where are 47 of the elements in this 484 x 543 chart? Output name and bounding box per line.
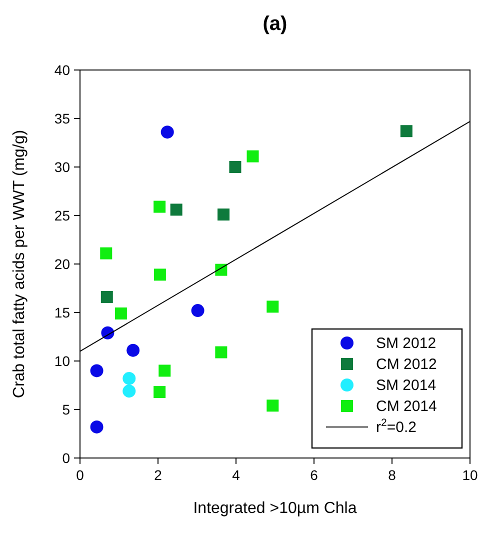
legend-label: r$^{2}$=0.2 [376, 417, 416, 436]
y-tick-label: 5 [62, 402, 70, 418]
legend-label: CM 2014 [376, 398, 437, 415]
point [266, 300, 279, 313]
point [191, 304, 204, 318]
x-tick-label: 4 [232, 467, 240, 483]
point [400, 125, 412, 138]
y-tick-label: 20 [54, 256, 70, 272]
y-tick-label: 25 [54, 208, 70, 224]
x-tick-label: 6 [310, 467, 318, 483]
point [100, 290, 113, 303]
x-tick-label: 0 [76, 467, 84, 483]
point [154, 268, 166, 281]
point [215, 346, 228, 358]
legend-label: CM 2012 [376, 356, 437, 373]
x-tick-label: 8 [388, 467, 396, 483]
point [154, 386, 166, 398]
y-tick-label: 0 [62, 450, 70, 466]
point [122, 384, 136, 398]
y-axis-title: Crab total fatty acids per WWT (mg/g) [11, 130, 28, 398]
point [229, 161, 242, 173]
y-tick-label: 10 [54, 353, 70, 369]
point [100, 247, 112, 260]
chart-title: (a) [262, 13, 288, 35]
point [122, 372, 136, 385]
point [215, 264, 228, 276]
legend-label: SM 2012 [376, 335, 436, 352]
point [90, 364, 104, 378]
legend-label: SM 2014 [376, 377, 436, 394]
point [218, 208, 230, 221]
point [266, 400, 279, 412]
y-tick-label: 30 [54, 159, 70, 175]
point [101, 326, 114, 340]
point [126, 344, 140, 357]
x-tick-label: 2 [154, 467, 162, 483]
y-tick-label: 15 [54, 304, 70, 320]
y-tick-label: 40 [54, 62, 70, 78]
point [154, 200, 166, 213]
point [160, 126, 174, 139]
point [114, 307, 127, 320]
point [170, 204, 182, 216]
x-tick-label: 10 [462, 467, 478, 483]
point [158, 364, 171, 377]
y-tick-label: 35 [54, 110, 70, 126]
x-axis-title: Integrated >10µm Chla [193, 500, 357, 517]
point [246, 150, 259, 162]
point [90, 420, 104, 434]
